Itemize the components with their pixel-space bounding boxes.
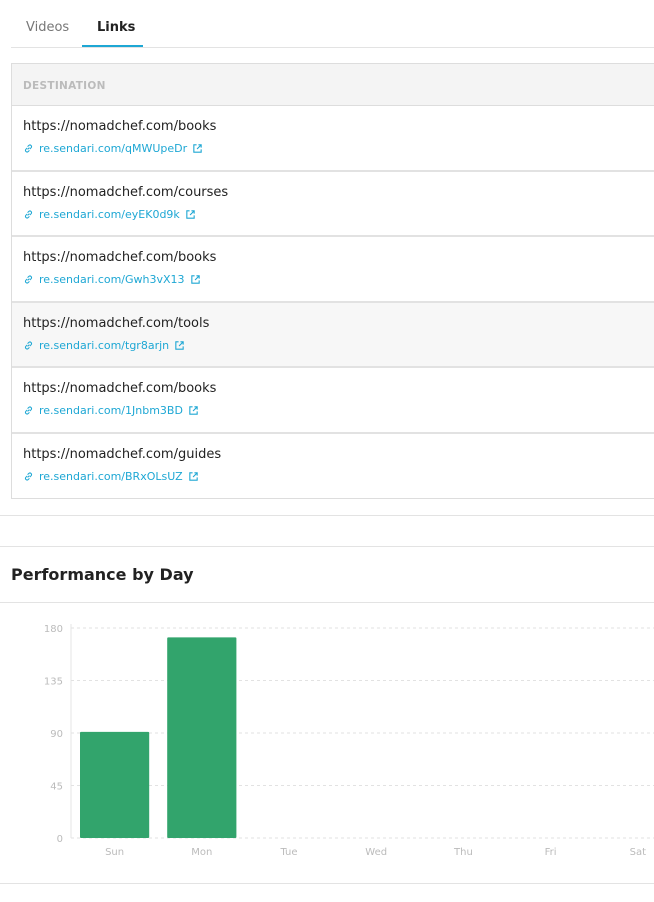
- y-tick-label: 90: [50, 729, 63, 740]
- links-table: DESTINATION https://nomadchef.com/books …: [11, 63, 654, 499]
- performance-chart: 0 45 90 135 180 Sun Mon Tue Wed Thu Fri Sat: [44, 624, 654, 858]
- destination-url: https://nomadchef.com/guides: [23, 446, 222, 462]
- link-icon: [24, 406, 33, 415]
- short-link-text[interactable]: re.sendari.com/qMWUpeDr: [39, 142, 188, 155]
- table-row[interactable]: https://nomadchef.com/tools re.sendari.c…: [12, 302, 654, 368]
- short-link-text[interactable]: re.sendari.com/1Jnbm3BD: [39, 404, 183, 417]
- table-row[interactable]: https://nomadchef.com/guides re.sendari.…: [12, 434, 654, 498]
- table-row[interactable]: https://nomadchef.com/books re.sendari.c…: [12, 368, 654, 434]
- divider: [0, 546, 654, 547]
- x-tick-label: Fri: [545, 847, 557, 858]
- short-link[interactable]: re.sendari.com/qMWUpeDr: [23, 142, 654, 155]
- x-tick-label: Tue: [279, 847, 297, 858]
- y-tick-label: 135: [44, 677, 63, 688]
- active-tab-indicator: [82, 45, 143, 47]
- divider: [0, 602, 654, 603]
- destination-url: https://nomadchef.com/courses: [23, 184, 229, 200]
- short-link[interactable]: re.sendari.com/Gwh3vX13: [23, 273, 654, 286]
- x-tick-label: Thu: [453, 847, 473, 858]
- y-tick-label: 45: [50, 782, 63, 793]
- short-link-text[interactable]: re.sendari.com/eyEK0d9k: [39, 207, 180, 221]
- short-link[interactable]: re.sendari.com/tgr8arjn: [23, 339, 654, 352]
- destination-url: https://nomadchef.com/books: [23, 381, 217, 396]
- link-icon: [24, 144, 33, 153]
- destination-url: https://nomadchef.com/books: [23, 119, 217, 134]
- destination-url: https://nomadchef.com/books: [23, 250, 217, 265]
- bar-mon: [167, 637, 237, 838]
- tab-bar: Videos Links: [11, 0, 654, 48]
- x-tick-label: Sun: [105, 847, 124, 858]
- short-link[interactable]: re.sendari.com/eyEK0d9k: [23, 208, 654, 221]
- short-link-text[interactable]: re.sendari.com/tgr8arjn: [39, 338, 170, 352]
- x-tick-label: Wed: [365, 847, 387, 858]
- short-link[interactable]: re.sendari.com/1Jnbm3BD: [23, 404, 654, 417]
- section-title: Performance by Day: [11, 565, 194, 584]
- external-link-icon[interactable]: [188, 471, 199, 482]
- link-icon: [24, 341, 33, 349]
- external-link-icon[interactable]: [192, 143, 203, 154]
- divider: [0, 515, 654, 516]
- table-row[interactable]: https://nomadchef.com/books re.sendari.c…: [12, 237, 654, 303]
- x-tick-label: Sat: [630, 847, 646, 858]
- y-tick-label: 0: [57, 834, 63, 845]
- tab-links[interactable]: Links: [97, 20, 136, 35]
- divider: [0, 883, 654, 884]
- bar-sun: [80, 731, 150, 838]
- y-tick-label: 180: [44, 624, 63, 635]
- link-icon: [24, 472, 33, 480]
- link-icon: [24, 275, 33, 284]
- external-link-icon[interactable]: [188, 405, 199, 416]
- external-link-icon[interactable]: [174, 340, 185, 351]
- external-link-icon[interactable]: [190, 274, 201, 285]
- tab-videos[interactable]: Videos: [26, 20, 70, 35]
- short-link[interactable]: re.sendari.com/BRxOLsUZ: [23, 470, 654, 483]
- column-header-destination: DESTINATION: [12, 64, 654, 106]
- short-link-text[interactable]: re.sendari.com/Gwh3vX13: [39, 273, 185, 286]
- destination-url: https://nomadchef.com/tools: [23, 315, 210, 331]
- x-tick-label: Mon: [191, 847, 212, 858]
- table-row[interactable]: https://nomadchef.com/courses re.sendari…: [12, 172, 654, 237]
- external-link-icon[interactable]: [185, 209, 196, 220]
- short-link-text[interactable]: re.sendari.com/BRxOLsUZ: [39, 469, 183, 483]
- link-icon: [24, 210, 33, 218]
- table-row[interactable]: https://nomadchef.com/books re.sendari.c…: [12, 106, 654, 172]
